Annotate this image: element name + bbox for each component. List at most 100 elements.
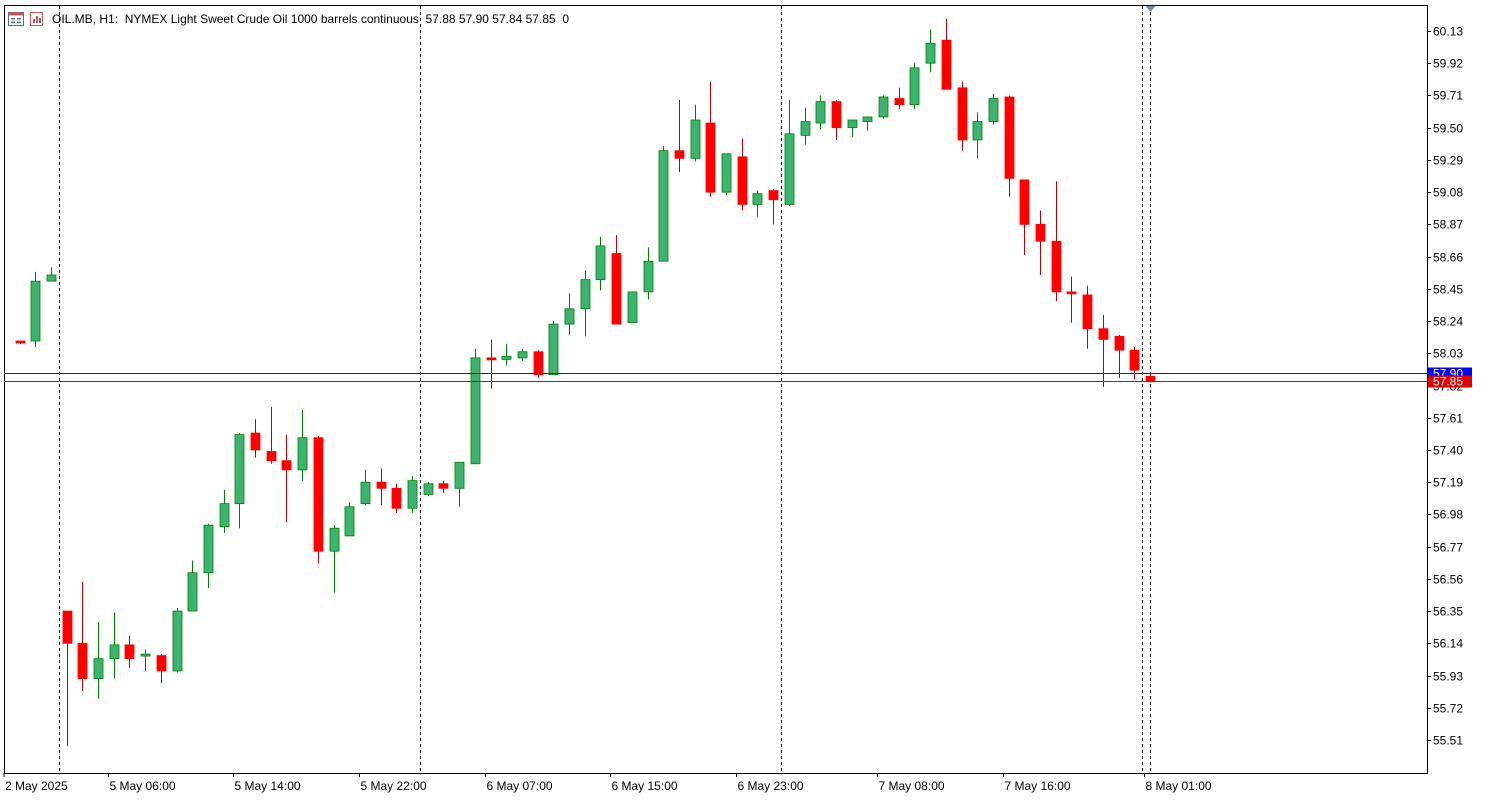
candle	[30, 271, 41, 348]
candle	[281, 434, 292, 523]
price-tick-label: 58.45	[1433, 283, 1463, 297]
candle	[297, 410, 308, 481]
candle-body	[156, 655, 167, 672]
candle	[1035, 210, 1046, 276]
candle-body	[391, 487, 402, 509]
candle-body	[705, 122, 716, 193]
time-tick-label: 5 May 14:00	[235, 779, 301, 793]
candle	[878, 95, 889, 119]
candle	[658, 146, 669, 262]
candle-body	[486, 357, 497, 361]
candle	[721, 153, 732, 196]
candle-body	[690, 119, 701, 159]
candle	[203, 523, 214, 589]
candle	[156, 654, 167, 684]
bid-price-label: 57.85	[1433, 375, 1463, 389]
candle-body	[721, 153, 732, 193]
symbol-description: NYMEX Light Sweet Crude Oil 1000 barrels…	[124, 12, 419, 26]
candle	[219, 489, 230, 533]
candle	[847, 119, 858, 137]
candle	[1082, 285, 1093, 349]
candle	[768, 189, 779, 225]
time-tick-label: 6 May 23:00	[738, 779, 804, 793]
time-tick-label: 7 May 16:00	[1005, 779, 1071, 793]
candle-body	[548, 323, 559, 376]
candle	[1019, 179, 1030, 256]
candle	[1114, 334, 1125, 378]
volume-value: 0	[562, 12, 570, 26]
candle-body	[124, 644, 135, 660]
candle	[862, 116, 873, 131]
candle-body	[564, 308, 575, 325]
candle-body	[281, 460, 292, 471]
candle-body	[203, 524, 214, 574]
price-tick-label: 59.08	[1433, 186, 1463, 200]
candle-body	[831, 101, 842, 129]
candle-body	[862, 116, 873, 122]
price-axis: 60.13 59.92 59.71 59.50 59.29 59.08 58.87 58.66…	[1427, 25, 1463, 748]
chart-file-icon[interactable]	[30, 12, 46, 26]
price-tick-label: 55.51	[1433, 734, 1463, 748]
candle-body	[187, 572, 198, 612]
candle-body	[847, 119, 858, 129]
candle-body	[454, 461, 465, 489]
shift-marker-icon	[1145, 6, 1156, 12]
candle	[266, 406, 277, 464]
symbol-name: OIL.MB	[52, 12, 93, 26]
candle-body	[219, 503, 230, 528]
candle-body	[800, 121, 811, 136]
candle	[831, 100, 842, 140]
candle-body	[376, 481, 387, 489]
candle-body	[1082, 294, 1093, 330]
candle-body	[234, 434, 245, 505]
candle	[391, 483, 402, 513]
candle	[46, 267, 57, 282]
candle-body	[407, 480, 418, 509]
candle-body	[768, 190, 779, 201]
price-tick-label: 55.72	[1433, 702, 1463, 716]
candle	[925, 29, 936, 73]
time-axis: 2 May 2025 5 May 06:00 5 May 14:00 5 May 22…	[3, 773, 1212, 793]
candle-body	[784, 133, 795, 205]
time-tick-label: 7 May 08:00	[879, 779, 945, 793]
bid-price-tag-bg	[1428, 375, 1472, 388]
candle-body	[1019, 179, 1030, 225]
candle	[360, 469, 371, 506]
price-tick-label: 59.92	[1433, 57, 1463, 71]
candle-body	[77, 642, 88, 680]
price-tick-label: 59.50	[1433, 122, 1463, 136]
candle	[517, 348, 528, 361]
candle-body	[988, 98, 999, 122]
candle	[548, 321, 559, 376]
candle-body	[533, 351, 544, 376]
candle-body	[360, 481, 371, 505]
chart-title: OIL.MB, H1: NYMEX Light Sweet Crude Oil …	[52, 12, 570, 26]
candle	[690, 104, 701, 162]
candle-body	[140, 653, 151, 657]
candle-body	[1129, 349, 1140, 371]
candle	[344, 502, 355, 537]
candle	[894, 87, 905, 110]
candle-body	[297, 437, 308, 471]
candle-body	[62, 610, 73, 644]
candle	[376, 468, 387, 506]
candle-body	[1098, 328, 1109, 340]
window-list-icon[interactable]	[8, 12, 24, 26]
candle	[438, 480, 449, 493]
candle-body	[250, 432, 261, 451]
time-tick-label: 5 May 06:00	[110, 779, 176, 793]
candle	[752, 190, 763, 217]
time-tick-label: 6 May 15:00	[612, 779, 678, 793]
candle	[454, 461, 465, 507]
plot-area	[4, 5, 1428, 774]
candle-body	[580, 279, 591, 310]
price-tick-label: 57.19	[1433, 476, 1463, 490]
session-separators	[59, 6, 1143, 773]
price-tick-label: 58.87	[1433, 218, 1463, 232]
price-tick-label: 60.13	[1433, 25, 1463, 39]
time-tick-label: 6 May 07:00	[487, 779, 553, 793]
candle-body	[1035, 223, 1046, 242]
candle-body	[815, 101, 826, 124]
